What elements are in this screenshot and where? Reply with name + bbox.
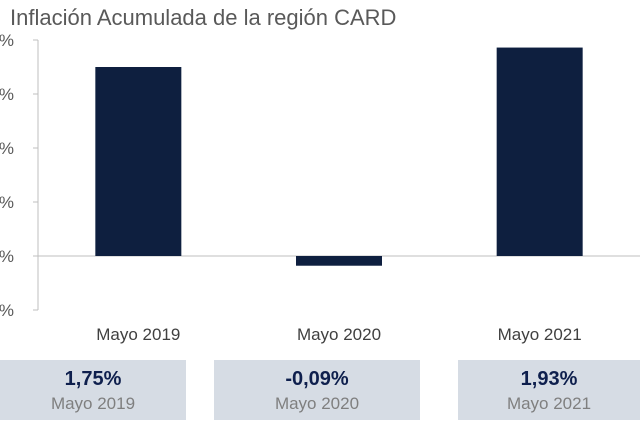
y-tick-label: % [0,31,14,50]
x-tick-label: Mayo 2020 [297,325,381,344]
summary-card-value: 1,93% [520,368,578,390]
bar-2 [296,256,382,266]
summary-card-label: Mayo 2021 [506,394,592,413]
summary-card-2019: 1,75% Mayo 2019 [0,360,186,420]
y-tick-label: % [0,247,14,266]
x-tick-label: Mayo 2021 [498,325,582,344]
y-tick-label: % [0,85,14,104]
summary-cards: 1,75% Mayo 2019 -0,09% Mayo 2020 1,93% M… [0,360,640,420]
bar-3 [496,47,583,257]
summary-card-label: Mayo 2019 [50,394,136,413]
y-tick-label: % [0,193,14,212]
x-tick-label: Mayo 2019 [96,325,180,344]
summary-card-value: 1,75% [64,368,122,390]
summary-card-label: Mayo 2020 [274,394,360,413]
summary-card-2020: -0,09% Mayo 2020 [214,360,420,420]
summary-card-value: -0,09% [285,368,349,390]
bar-chart: %%%%%% Mayo 2019 Mayo 2020 Mayo 2021 [0,31,640,344]
chart-title: Inflación Acumulada de la región CARD [10,5,397,30]
bar-1 [95,67,182,256]
y-tick-label: % [0,301,14,320]
summary-card-2021: 1,93% Mayo 2021 [458,360,640,420]
y-tick-label: % [0,139,14,158]
